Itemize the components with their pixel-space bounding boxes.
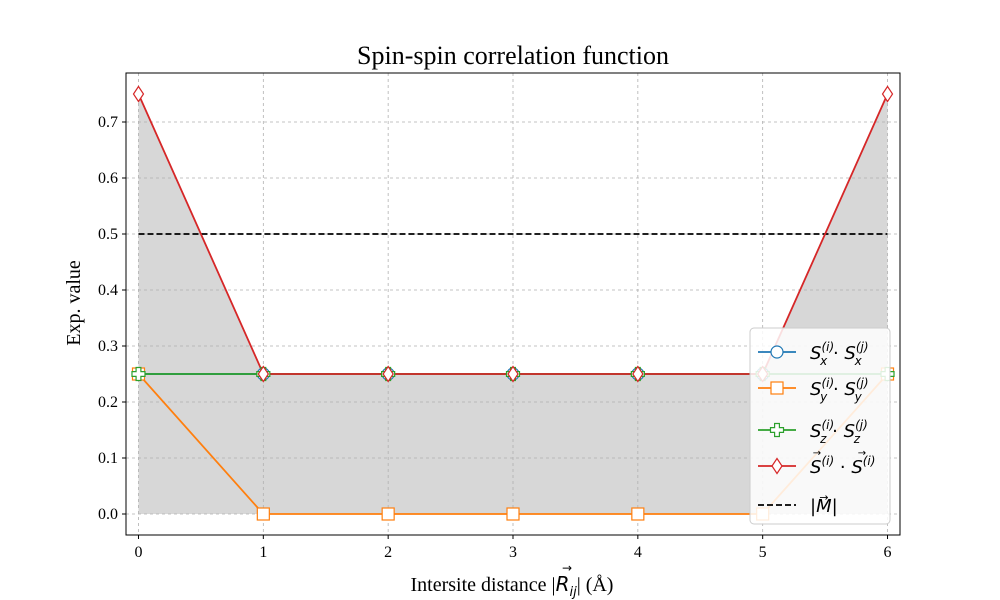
legend-item: S(i) · S(i)→ → [758, 448, 875, 478]
data-point-sy [506, 507, 520, 521]
legend-label: S(i) · S(i) [810, 454, 875, 478]
y-axis-ticks: 0.0 0.1 0.2 0.3 0.4 0.5 0.6 0.7 [98, 114, 126, 523]
y-tick-label: 0.2 [98, 394, 118, 411]
legend-label: S(i) x · S(j) x [810, 340, 869, 368]
legend-item: S(i) z · S(j) z [758, 418, 868, 446]
x-tick-label: 5 [759, 544, 767, 561]
x-axis-label-subscript: ij [569, 585, 577, 600]
y-tick-label: 0.0 [98, 506, 118, 523]
x-tick-label: 1 [259, 544, 267, 561]
legend-frame [749, 327, 891, 525]
x-axis-label: Intersite distance |Rij| (Å) [411, 572, 614, 600]
data-point-total [257, 365, 270, 383]
x-tick-label: 0 [134, 544, 142, 561]
y-tick-label: 0.1 [98, 450, 118, 467]
legend-label: S(i) z · S(j) z [810, 418, 868, 446]
y-tick-label: 0.5 [98, 226, 118, 243]
y-tick-label: 0.4 [98, 282, 118, 299]
data-point-total [881, 85, 894, 103]
y-tick-label: 0.3 [98, 338, 118, 355]
legend-vector-arrow: → [858, 448, 866, 459]
x-tick-label: 2 [384, 544, 392, 561]
y-axis-label: Exp. value [63, 260, 85, 346]
y-tick-label: 0.6 [98, 170, 118, 187]
data-point-total [632, 365, 644, 383]
x-tick-label: 6 [884, 544, 892, 561]
data-point-sz [131, 366, 146, 382]
x-axis-ticks: 0 1 2 3 4 5 6 [134, 535, 892, 561]
data-point-sy [256, 507, 270, 521]
legend-marker [770, 381, 784, 395]
area-fill-layer [138, 94, 888, 514]
legend-marker [771, 457, 783, 475]
data-point-sy [381, 507, 395, 521]
x-axis-label-prefix: Intersite distance | [411, 574, 556, 596]
y-tick-label: 0.7 [98, 114, 118, 131]
x-tick-label: 4 [634, 544, 642, 561]
legend-label: S(i) y · S(j) y [810, 376, 869, 404]
legend-label: |M| [810, 496, 838, 517]
legend-marker [770, 345, 784, 359]
legend-item: S(i) y · S(j) y [758, 376, 869, 404]
legend-vector-arrow: → [819, 491, 828, 504]
data-point-total [382, 365, 394, 383]
data-point-sy [631, 507, 645, 521]
legend-marker [769, 422, 785, 438]
x-axis-label-vector-arrow: → [562, 561, 572, 575]
legend-item: S(i) x · S(j) x [758, 340, 869, 368]
x-axis-label-symbol: R [556, 572, 570, 596]
data-point-total [132, 85, 145, 103]
legend: S(i) x · S(j) xS(i) y · S(j) yS(i) z · S(j) zS… [749, 327, 891, 525]
chart-title: Spin-spin correlation function [357, 41, 669, 70]
x-axis-label-suffix: | (Å) [577, 574, 614, 596]
area-fill [138, 94, 888, 514]
data-point-total [507, 365, 519, 383]
legend-vector-arrow: → [813, 448, 821, 459]
legend-item: |M|→ [758, 491, 838, 517]
x-tick-label: 3 [509, 544, 517, 561]
